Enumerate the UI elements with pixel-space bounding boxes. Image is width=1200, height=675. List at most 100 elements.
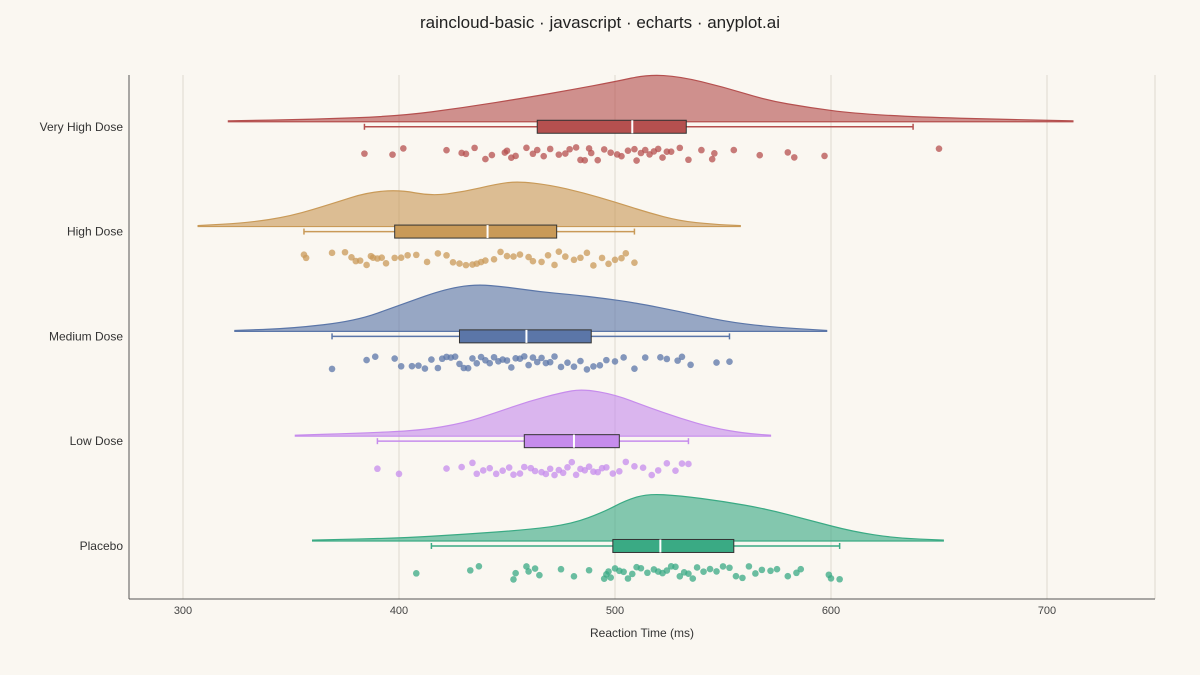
data-point xyxy=(745,563,753,570)
data-point xyxy=(628,570,636,578)
density-cloud xyxy=(234,284,828,332)
data-point xyxy=(492,470,500,478)
data-point xyxy=(428,356,435,363)
data-point xyxy=(328,249,336,257)
data-point xyxy=(371,353,379,361)
data-point xyxy=(654,145,662,153)
data-point xyxy=(363,261,370,269)
data-point xyxy=(583,249,591,257)
data-point xyxy=(667,148,675,155)
data-point xyxy=(631,463,638,470)
data-point xyxy=(469,355,476,362)
data-point xyxy=(302,254,310,262)
data-point xyxy=(391,355,398,362)
data-point xyxy=(620,354,627,361)
data-point xyxy=(620,568,627,576)
data-point xyxy=(523,144,530,152)
data-point xyxy=(596,362,604,369)
data-point xyxy=(708,155,716,163)
data-point xyxy=(793,569,800,577)
data-point xyxy=(827,575,835,582)
series-low-dose xyxy=(294,389,772,479)
data-point xyxy=(475,562,483,570)
y-category-label: Placebo xyxy=(80,539,124,553)
data-point xyxy=(611,256,619,264)
data-point xyxy=(698,146,705,154)
data-point xyxy=(641,354,649,361)
data-point xyxy=(644,569,651,577)
data-point xyxy=(713,568,720,575)
data-point xyxy=(328,365,336,373)
data-point xyxy=(551,261,558,269)
data-point xyxy=(609,470,617,477)
data-point xyxy=(590,262,597,269)
data-point xyxy=(382,260,390,267)
data-point xyxy=(618,152,625,160)
data-point xyxy=(678,353,686,361)
data-point xyxy=(732,572,740,580)
data-point xyxy=(784,149,792,156)
data-point xyxy=(508,364,515,371)
data-point xyxy=(458,463,465,471)
density-cloud xyxy=(197,181,741,228)
data-point xyxy=(700,568,707,575)
data-point xyxy=(726,358,733,365)
data-point xyxy=(529,354,537,361)
data-point xyxy=(568,458,576,466)
x-tick-label: 700 xyxy=(1038,605,1056,617)
data-point xyxy=(685,570,692,578)
axes xyxy=(128,75,1155,600)
data-point xyxy=(473,470,481,478)
data-point xyxy=(935,145,943,152)
data-point xyxy=(631,259,638,266)
data-point xyxy=(663,355,671,363)
data-point xyxy=(378,254,386,262)
data-point xyxy=(821,152,828,160)
data-point xyxy=(503,252,511,260)
data-point xyxy=(564,464,571,471)
data-point xyxy=(594,156,602,164)
data-point xyxy=(412,251,420,259)
data-point xyxy=(624,147,632,155)
data-point xyxy=(641,146,649,154)
data-point xyxy=(773,565,781,573)
data-point xyxy=(672,467,679,474)
data-point xyxy=(443,252,450,259)
data-point xyxy=(624,575,632,582)
data-point xyxy=(730,146,738,154)
data-point xyxy=(594,468,602,476)
data-point xyxy=(693,564,701,571)
data-point xyxy=(546,465,554,473)
data-point xyxy=(538,258,545,266)
data-point xyxy=(538,354,545,362)
data-point xyxy=(525,253,532,261)
data-point xyxy=(479,467,487,474)
data-point xyxy=(676,144,684,152)
data-point xyxy=(756,151,764,159)
data-point xyxy=(607,574,614,581)
data-point xyxy=(637,564,645,572)
data-point xyxy=(657,354,664,361)
data-point xyxy=(577,254,584,262)
data-point xyxy=(557,565,565,573)
box-iqr xyxy=(536,119,687,134)
data-point xyxy=(341,248,349,256)
series-medium-dose xyxy=(234,284,828,373)
data-point xyxy=(713,359,720,366)
data-point xyxy=(516,470,524,477)
data-point xyxy=(585,463,593,470)
data-point xyxy=(570,363,578,371)
data-point xyxy=(486,464,494,472)
data-point xyxy=(412,570,420,577)
data-point xyxy=(389,151,396,158)
data-point xyxy=(551,471,558,479)
data-point xyxy=(689,575,697,582)
data-point xyxy=(533,358,541,366)
data-point xyxy=(525,361,532,369)
data-point xyxy=(622,250,630,257)
data-point xyxy=(546,358,554,366)
data-point xyxy=(678,460,686,467)
data-point xyxy=(540,152,548,160)
data-point xyxy=(559,469,567,477)
data-point xyxy=(531,565,539,572)
